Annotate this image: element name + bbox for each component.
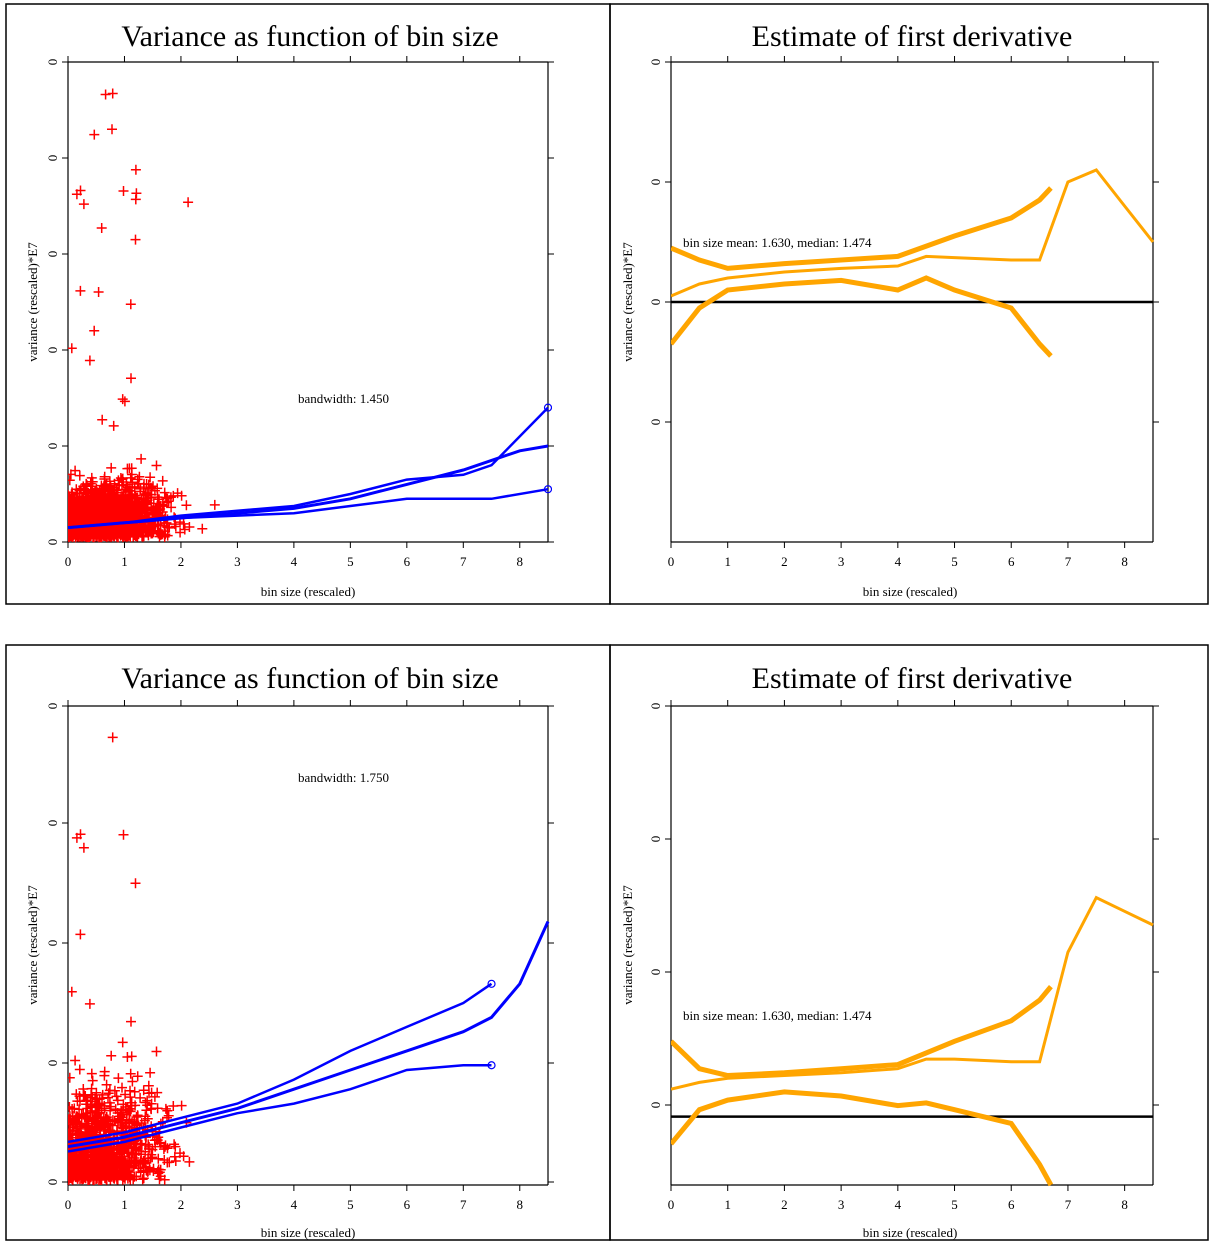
x-tick-label: 6 bbox=[404, 554, 411, 569]
x-axis-label: bin size (rescaled) bbox=[261, 584, 356, 599]
band-lower-line bbox=[68, 1064, 492, 1153]
x-tick-label: 8 bbox=[517, 554, 524, 569]
x-tick-label: 0 bbox=[668, 1197, 675, 1212]
x-tick-label: 7 bbox=[460, 1197, 467, 1212]
plot-marks bbox=[68, 88, 552, 543]
y-tick-label: 0 bbox=[45, 703, 60, 710]
y-tick-label: 0 bbox=[648, 1102, 663, 1109]
plot-area: 0 1 2 3 4 5 6 7 8 0 0 0 0 bbox=[648, 56, 1159, 569]
x-tick-label: 5 bbox=[347, 1197, 354, 1212]
y-axis-label: variance (rescaled)*E7 bbox=[620, 885, 635, 1005]
y-tick-label: 0 bbox=[648, 969, 663, 976]
y-tick-label: 0 bbox=[648, 836, 663, 843]
y-tick-label: 0 bbox=[45, 539, 60, 546]
x-tick-label: 2 bbox=[781, 1197, 788, 1212]
x-tick-label: 5 bbox=[951, 554, 958, 569]
band-upper-line bbox=[671, 985, 1053, 1079]
x-tick-label: 3 bbox=[234, 1197, 241, 1212]
chart-title: Estimate of first derivative bbox=[752, 20, 1073, 53]
bin-size-annotation: bin size mean: 1.630, median: 1.474 bbox=[683, 235, 872, 250]
panel-frame bbox=[609, 644, 1209, 1241]
chart-title: Variance as function of bin size bbox=[121, 662, 498, 695]
y-tick-label: 0 bbox=[45, 443, 60, 450]
y-tick-label: 0 bbox=[45, 1060, 60, 1067]
y-tick-label: 0 bbox=[648, 179, 663, 186]
y-axis-label: variance (rescaled)*E7 bbox=[25, 885, 40, 1005]
x-tick-label: 0 bbox=[65, 1197, 72, 1212]
y-axis-label: variance (rescaled)*E7 bbox=[620, 242, 635, 362]
band-upper-line bbox=[671, 186, 1053, 271]
x-tick-label: 4 bbox=[895, 1197, 902, 1212]
bin-size-annotation: bin size mean: 1.630, median: 1.474 bbox=[683, 1008, 872, 1023]
y-axis-label: variance (rescaled)*E7 bbox=[25, 242, 40, 362]
y-tick-label: 0 bbox=[45, 251, 60, 258]
y-tick-label: 0 bbox=[45, 1179, 60, 1186]
plot-area: 0 1 2 3 4 5 6 7 8 0 0 0 0 0 0 bbox=[45, 56, 554, 569]
band-lower-line bbox=[671, 275, 1053, 358]
x-axis-label: bin size (rescaled) bbox=[863, 584, 958, 599]
x-tick-label: 1 bbox=[724, 554, 731, 569]
chart-title: Estimate of first derivative bbox=[752, 662, 1073, 695]
band-end-marker bbox=[543, 485, 552, 494]
x-tick-label: 8 bbox=[517, 1197, 524, 1212]
band-upper-line bbox=[68, 982, 493, 1144]
band-lower-line bbox=[671, 1089, 1054, 1187]
scatter-points bbox=[68, 732, 195, 1186]
band-end-marker bbox=[487, 1061, 496, 1070]
x-tick-label: 4 bbox=[291, 1197, 298, 1212]
x-tick-label: 4 bbox=[291, 554, 298, 569]
x-tick-label: 5 bbox=[951, 1197, 958, 1212]
plot-area: 0 1 2 3 4 5 6 7 8 0 0 0 0 bbox=[648, 700, 1159, 1212]
derivative-line bbox=[671, 895, 1154, 1091]
x-axis-label: bin size (rescaled) bbox=[863, 1225, 958, 1240]
y-tick-label: 0 bbox=[648, 299, 663, 306]
plot-marks bbox=[68, 732, 550, 1186]
x-tick-label: 2 bbox=[781, 554, 788, 569]
bandwidth-annotation: bandwidth: 1.750 bbox=[298, 770, 389, 785]
chart-title: Variance as function of bin size bbox=[121, 20, 498, 53]
band-end-marker bbox=[487, 979, 496, 988]
x-tick-label: 1 bbox=[121, 554, 128, 569]
x-tick-label: 6 bbox=[1008, 554, 1015, 569]
x-tick-label: 2 bbox=[178, 554, 185, 569]
y-tick-label: 0 bbox=[45, 59, 60, 66]
x-tick-label: 8 bbox=[1121, 554, 1128, 569]
y-tick-label: 0 bbox=[45, 347, 60, 354]
smooth-mean-line bbox=[68, 920, 550, 1149]
y-tick-label: 0 bbox=[45, 940, 60, 947]
x-tick-label: 3 bbox=[838, 1197, 845, 1212]
x-tick-label: 1 bbox=[121, 1197, 128, 1212]
x-tick-label: 6 bbox=[404, 1197, 411, 1212]
x-tick-label: 4 bbox=[895, 554, 902, 569]
x-tick-label: 0 bbox=[65, 554, 72, 569]
y-tick-label: 0 bbox=[648, 419, 663, 426]
scatter-points bbox=[68, 88, 220, 543]
x-tick-label: 7 bbox=[1065, 1197, 1072, 1212]
x-tick-label: 1 bbox=[724, 1197, 731, 1212]
plot-marks bbox=[671, 168, 1155, 358]
y-tick-label: 0 bbox=[45, 820, 60, 827]
x-tick-label: 8 bbox=[1121, 1197, 1128, 1212]
x-tick-label: 7 bbox=[460, 554, 467, 569]
band-lower-line bbox=[68, 487, 549, 529]
x-tick-label: 6 bbox=[1008, 1197, 1015, 1212]
x-tick-label: 0 bbox=[668, 554, 675, 569]
panel-frame bbox=[609, 3, 1209, 605]
band-end-marker bbox=[543, 403, 552, 412]
x-tick-label: 2 bbox=[178, 1197, 185, 1212]
derivative-line bbox=[671, 168, 1155, 298]
bandwidth-annotation: bandwidth: 1.450 bbox=[298, 391, 389, 406]
plot-marks bbox=[671, 895, 1154, 1187]
x-tick-label: 5 bbox=[347, 554, 354, 569]
plot-area: 0 1 2 3 4 5 6 7 8 0 0 0 0 0 bbox=[45, 700, 554, 1212]
x-tick-label: 7 bbox=[1065, 554, 1072, 569]
x-tick-label: 3 bbox=[838, 554, 845, 569]
y-tick-label: 0 bbox=[648, 703, 663, 710]
x-axis-label: bin size (rescaled) bbox=[261, 1225, 356, 1240]
x-tick-label: 3 bbox=[234, 554, 241, 569]
y-tick-label: 0 bbox=[648, 59, 663, 66]
y-tick-label: 0 bbox=[45, 155, 60, 162]
